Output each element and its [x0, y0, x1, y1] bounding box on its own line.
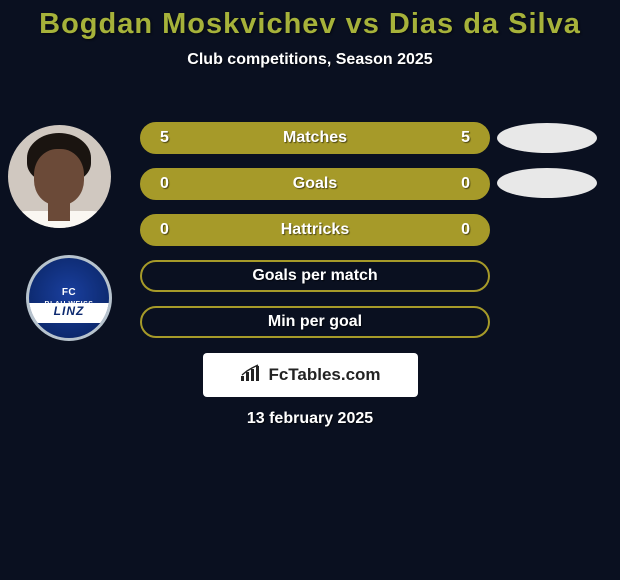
- club-logo-wrap: FC BLAU WEISS LINZ: [26, 255, 112, 341]
- avatar-head: [34, 149, 84, 205]
- stat-row: Goals per match: [140, 260, 490, 292]
- stat-label: Goals: [142, 175, 488, 193]
- right-ellipses: [497, 123, 597, 213]
- stat-label: Matches: [142, 129, 488, 147]
- date-text: 13 february 2025: [0, 410, 620, 428]
- stat-row: 0Goals0: [140, 168, 490, 200]
- stat-rows: 5Matches5 0Goals0 0Hattricks0 Goals per mat…: [140, 122, 490, 352]
- ellipse-2: [497, 168, 597, 198]
- stat-label: Goals per match: [142, 267, 488, 285]
- page-title: Bogdan Moskvichev vs Dias da Silva: [0, 0, 620, 41]
- avatars: FC BLAU WEISS LINZ: [8, 125, 111, 228]
- subtitle: Club competitions, Season 2025: [0, 51, 620, 69]
- club-logo: FC BLAU WEISS LINZ: [29, 258, 109, 338]
- ellipse-1: [497, 123, 597, 153]
- stat-label: Min per goal: [142, 313, 488, 331]
- club-logo-fc: FC: [62, 287, 76, 298]
- stat-row: Min per goal: [140, 306, 490, 338]
- watermark-text: FcTables.com: [268, 365, 380, 385]
- player-avatar: [8, 125, 111, 228]
- stat-row: 5Matches5: [140, 122, 490, 154]
- watermark: FcTables.com: [203, 353, 418, 397]
- club-logo-linz: LINZ: [29, 304, 109, 318]
- stat-row: 0Hattricks0: [140, 214, 490, 246]
- chart-icon: [240, 364, 262, 387]
- stat-label: Hattricks: [142, 221, 488, 239]
